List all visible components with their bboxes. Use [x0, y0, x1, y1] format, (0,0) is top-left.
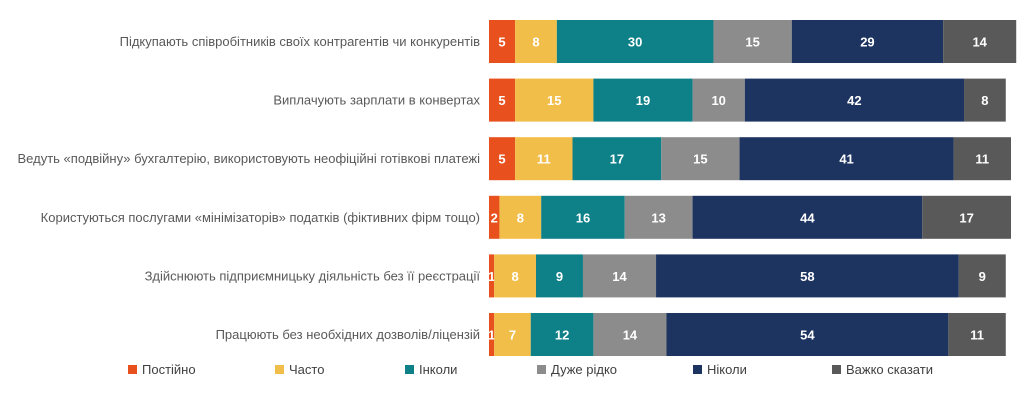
bar-segment	[666, 313, 949, 356]
bar-segment	[739, 137, 954, 181]
data-label: 44	[800, 210, 815, 225]
bar-segment	[572, 137, 662, 181]
data-label: 8	[511, 269, 518, 284]
bar-segment	[494, 313, 531, 356]
data-label: 14	[612, 269, 627, 284]
bar-segment	[489, 20, 516, 63]
legend-label: Дуже рідко	[551, 362, 617, 377]
bar-segment	[692, 195, 923, 239]
data-label: 10	[711, 93, 725, 108]
data-label: 30	[628, 35, 642, 50]
bar-segment	[593, 313, 667, 356]
bar-segment	[489, 78, 516, 122]
data-label: 5	[498, 35, 505, 50]
category-labels: Підкупають співробітників своїх контраге…	[18, 34, 481, 342]
legend-label: Часто	[289, 362, 324, 377]
bar-segment	[489, 137, 516, 181]
legend-swatch	[128, 365, 137, 374]
category-label: Здійснюють підприємницьку діяльність без…	[145, 268, 481, 283]
legend-swatch	[832, 365, 841, 374]
data-label: 17	[959, 210, 973, 225]
data-label: 1	[488, 328, 495, 343]
data-label: 1	[488, 269, 495, 284]
data-label: 41	[839, 152, 853, 167]
bar-segment	[499, 195, 542, 239]
category-label: Працюють без необхідних дозволів/ліцензі…	[216, 327, 480, 342]
data-label: 11	[537, 152, 551, 167]
data-label: 2	[491, 210, 498, 225]
category-label: Користуються послугами «мінімізаторів» п…	[41, 210, 480, 225]
legend-label: Інколи	[419, 362, 457, 377]
bar-segment	[922, 195, 1011, 239]
legend-swatch	[537, 365, 546, 374]
bar-segment	[948, 313, 1006, 356]
bar-segment	[964, 78, 1006, 122]
bar-segment	[692, 78, 745, 122]
category-label: Підкупають співробітників своїх контраге…	[120, 34, 480, 49]
bar-segment	[535, 254, 583, 298]
bars: 5 8 30 15 29 145 15 19 10 42 85 11 17 15 41 112 8 16 13 44 1…	[488, 20, 1017, 356]
data-label: 12	[555, 328, 569, 343]
data-label: 15	[693, 152, 707, 167]
bar-segment	[661, 137, 740, 181]
data-label: 7	[509, 328, 516, 343]
bar-segment	[713, 20, 792, 63]
legend-label: Ніколи	[707, 362, 747, 377]
category-label: Виплачують зарплати в конвертах	[273, 93, 480, 108]
data-label: 58	[800, 269, 814, 284]
legend-swatch	[275, 365, 284, 374]
data-label: 9	[979, 269, 986, 284]
legend-swatch	[693, 365, 702, 374]
data-label: 15	[547, 93, 561, 108]
data-label: 42	[847, 93, 861, 108]
data-label: 15	[745, 35, 759, 50]
data-label: 14	[972, 35, 987, 50]
data-label: 17	[610, 152, 624, 167]
bar-segment	[515, 137, 573, 181]
data-label: 9	[556, 269, 563, 284]
data-label: 11	[970, 328, 984, 343]
bar-segment	[593, 78, 693, 122]
legend-label: Постійно	[142, 362, 196, 377]
bar-segment	[515, 20, 557, 63]
bar-segment	[791, 20, 944, 63]
bar-segment	[624, 195, 693, 239]
data-label: 54	[800, 328, 815, 343]
bar-segment	[489, 313, 495, 356]
data-label: 16	[576, 210, 590, 225]
legend: Постійно Часто Інколи Дуже рідко Ніколи Важко…	[128, 362, 933, 377]
data-label: 13	[651, 210, 665, 225]
bar-segment	[489, 195, 500, 239]
bar-segment	[515, 78, 594, 122]
bar-segment	[958, 254, 1006, 298]
bar-segment	[530, 313, 594, 356]
data-label: 29	[860, 35, 874, 50]
bar-segment	[744, 78, 965, 122]
bar-segment	[494, 254, 536, 298]
data-label: 5	[498, 152, 505, 167]
bar-segment	[556, 20, 714, 63]
bar-segment	[582, 254, 657, 298]
data-label: 8	[981, 93, 988, 108]
data-label: 8	[517, 210, 524, 225]
data-label: 19	[636, 93, 650, 108]
bar-segment	[541, 195, 625, 239]
bar-segment	[656, 254, 959, 298]
data-label: 11	[975, 152, 989, 167]
data-label: 5	[498, 93, 505, 108]
category-label: Ведуть «подвійну» бухгалтерію, використо…	[18, 151, 481, 166]
bar-segment	[489, 254, 495, 298]
legend-swatch	[405, 365, 414, 374]
bar-segment	[953, 137, 1011, 181]
data-label: 14	[623, 328, 638, 343]
legend-label: Важко сказати	[846, 362, 933, 377]
data-label: 8	[532, 35, 539, 50]
bar-segment	[943, 20, 1017, 63]
